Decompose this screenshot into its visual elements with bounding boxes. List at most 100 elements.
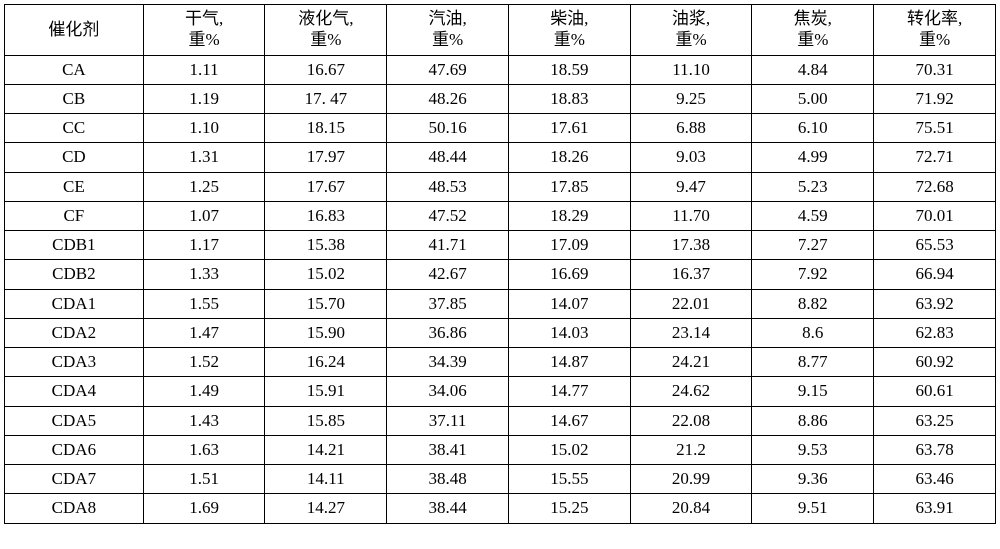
row-label: CC <box>5 114 144 143</box>
cell-value: 16.83 <box>265 201 387 230</box>
cell-value: 48.53 <box>387 172 509 201</box>
cell-value: 38.48 <box>387 465 509 494</box>
cell-value: 4.84 <box>752 55 874 84</box>
cell-value: 1.52 <box>143 348 265 377</box>
col-header-text: 焦炭, <box>754 8 871 29</box>
cell-value: 60.92 <box>874 348 996 377</box>
catalyst-table-container: 催化剂 干气, 重% 液化气, 重% 汽油, 重% 柴油, 重% <box>0 0 1000 528</box>
cell-value: 11.10 <box>630 55 752 84</box>
row-label: CDA1 <box>5 289 144 318</box>
col-header-catalyst: 催化剂 <box>5 5 144 56</box>
col-header-text: 重% <box>146 29 263 50</box>
cell-value: 9.25 <box>630 84 752 113</box>
cell-value: 38.44 <box>387 494 509 523</box>
cell-value: 14.27 <box>265 494 387 523</box>
cell-value: 1.31 <box>143 143 265 172</box>
col-header-text: 重% <box>754 29 871 50</box>
row-label: CDA6 <box>5 435 144 464</box>
table-row: CDB21.3315.0242.6716.6916.377.9266.94 <box>5 260 996 289</box>
cell-value: 18.59 <box>508 55 630 84</box>
cell-value: 37.11 <box>387 406 509 435</box>
table-row: CB1.1917. 4748.2618.839.255.0071.92 <box>5 84 996 113</box>
cell-value: 47.52 <box>387 201 509 230</box>
cell-value: 66.94 <box>874 260 996 289</box>
cell-value: 16.24 <box>265 348 387 377</box>
col-header-text: 重% <box>389 29 506 50</box>
cell-value: 9.53 <box>752 435 874 464</box>
row-label: CDA5 <box>5 406 144 435</box>
col-header-text: 重% <box>267 29 384 50</box>
table-row: CC1.1018.1550.1617.616.886.1075.51 <box>5 114 996 143</box>
cell-value: 20.99 <box>630 465 752 494</box>
table-row: CDB11.1715.3841.7117.0917.387.2765.53 <box>5 231 996 260</box>
cell-value: 41.71 <box>387 231 509 260</box>
cell-value: 17.09 <box>508 231 630 260</box>
cell-value: 5.00 <box>752 84 874 113</box>
cell-value: 22.08 <box>630 406 752 435</box>
cell-value: 62.83 <box>874 318 996 347</box>
cell-value: 9.03 <box>630 143 752 172</box>
col-header-drygas: 干气, 重% <box>143 5 265 56</box>
cell-value: 70.31 <box>874 55 996 84</box>
cell-value: 1.43 <box>143 406 265 435</box>
cell-value: 34.39 <box>387 348 509 377</box>
col-header-text: 重% <box>633 29 750 50</box>
cell-value: 17.85 <box>508 172 630 201</box>
table-row: CDA61.6314.2138.4115.0221.29.5363.78 <box>5 435 996 464</box>
cell-value: 14.11 <box>265 465 387 494</box>
col-header-conversion: 转化率, 重% <box>874 5 996 56</box>
col-header-text: 转化率, <box>876 8 993 29</box>
cell-value: 16.67 <box>265 55 387 84</box>
cell-value: 65.53 <box>874 231 996 260</box>
cell-value: 4.99 <box>752 143 874 172</box>
table-row: CA1.1116.6747.6918.5911.104.8470.31 <box>5 55 996 84</box>
cell-value: 21.2 <box>630 435 752 464</box>
col-header-slurry: 油浆, 重% <box>630 5 752 56</box>
cell-value: 9.47 <box>630 172 752 201</box>
cell-value: 37.85 <box>387 289 509 318</box>
col-header-gasoline: 汽油, 重% <box>387 5 509 56</box>
catalyst-table: 催化剂 干气, 重% 液化气, 重% 汽油, 重% 柴油, 重% <box>4 4 996 524</box>
table-row: CDA41.4915.9134.0614.7724.629.1560.61 <box>5 377 996 406</box>
row-label: CDB1 <box>5 231 144 260</box>
cell-value: 17.61 <box>508 114 630 143</box>
row-label: CDA2 <box>5 318 144 347</box>
table-row: CDA21.4715.9036.8614.0323.148.662.83 <box>5 318 996 347</box>
col-header-text: 重% <box>876 29 993 50</box>
cell-value: 1.25 <box>143 172 265 201</box>
cell-value: 1.69 <box>143 494 265 523</box>
cell-value: 1.47 <box>143 318 265 347</box>
row-label: CB <box>5 84 144 113</box>
row-label: CDA4 <box>5 377 144 406</box>
cell-value: 1.07 <box>143 201 265 230</box>
cell-value: 14.77 <box>508 377 630 406</box>
cell-value: 1.19 <box>143 84 265 113</box>
col-header-lpg: 液化气, 重% <box>265 5 387 56</box>
col-header-text: 催化剂 <box>7 19 141 40</box>
cell-value: 14.03 <box>508 318 630 347</box>
cell-value: 18.29 <box>508 201 630 230</box>
row-label: CF <box>5 201 144 230</box>
table-row: CE1.2517.6748.5317.859.475.2372.68 <box>5 172 996 201</box>
table-row: CDA11.5515.7037.8514.0722.018.8263.92 <box>5 289 996 318</box>
cell-value: 50.16 <box>387 114 509 143</box>
cell-value: 14.87 <box>508 348 630 377</box>
cell-value: 22.01 <box>630 289 752 318</box>
cell-value: 1.17 <box>143 231 265 260</box>
cell-value: 72.68 <box>874 172 996 201</box>
row-label: CDB2 <box>5 260 144 289</box>
cell-value: 34.06 <box>387 377 509 406</box>
cell-value: 75.51 <box>874 114 996 143</box>
cell-value: 14.67 <box>508 406 630 435</box>
cell-value: 17. 47 <box>265 84 387 113</box>
cell-value: 6.88 <box>630 114 752 143</box>
cell-value: 1.33 <box>143 260 265 289</box>
cell-value: 15.25 <box>508 494 630 523</box>
cell-value: 1.51 <box>143 465 265 494</box>
header-row: 催化剂 干气, 重% 液化气, 重% 汽油, 重% 柴油, 重% <box>5 5 996 56</box>
cell-value: 11.70 <box>630 201 752 230</box>
col-header-text: 油浆, <box>633 8 750 29</box>
col-header-coke: 焦炭, 重% <box>752 5 874 56</box>
cell-value: 4.59 <box>752 201 874 230</box>
row-label: CDA3 <box>5 348 144 377</box>
